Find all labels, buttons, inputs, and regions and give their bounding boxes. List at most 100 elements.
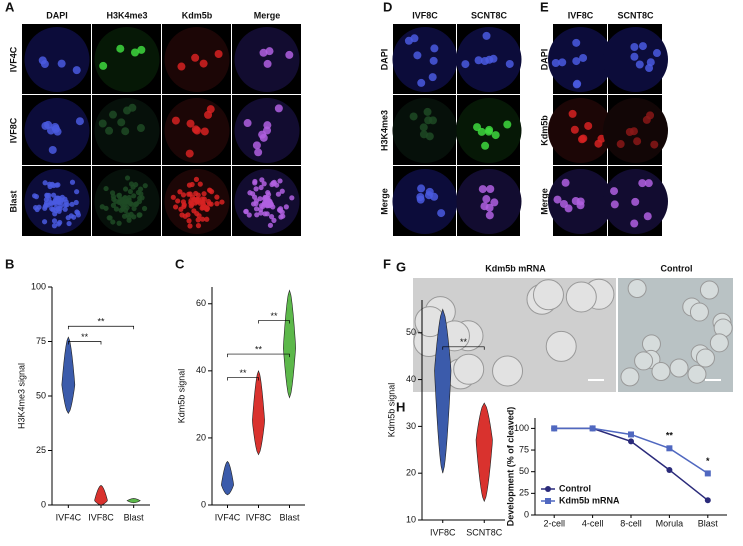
- nucleus: [113, 206, 119, 212]
- nucleus: [116, 44, 125, 53]
- y-tick-label: 0: [41, 499, 46, 509]
- y-tick-label: 0: [201, 499, 206, 509]
- nucleus: [57, 219, 63, 226]
- nucleus: [478, 185, 487, 194]
- nucleus: [258, 184, 264, 191]
- nucleus: [278, 214, 284, 220]
- nucleus: [559, 199, 568, 208]
- x-tick-label: SCNT8C: [466, 527, 503, 537]
- y-tick-label: 50: [36, 390, 46, 400]
- nucleus: [561, 178, 570, 187]
- embryo: [689, 302, 709, 322]
- marker: [551, 425, 558, 432]
- nucleus: [105, 126, 114, 135]
- nucleus: [264, 211, 270, 217]
- nucleus: [194, 210, 200, 217]
- embryo: [669, 358, 689, 378]
- nucleus: [69, 201, 75, 207]
- nucleus: [185, 212, 191, 218]
- nucleus: [185, 149, 194, 158]
- nucleus: [72, 66, 81, 75]
- embryo: [651, 362, 671, 382]
- y-tick-label: 75: [36, 336, 46, 346]
- nucleus: [74, 189, 80, 195]
- nucleus: [616, 140, 625, 149]
- row-label: IVF4C: [8, 46, 18, 72]
- y-tick-label: 50: [519, 466, 529, 476]
- nucleus: [187, 223, 193, 229]
- legend-marker: [545, 486, 551, 492]
- nucleus: [74, 209, 80, 215]
- nucleus: [122, 186, 129, 192]
- nucleus: [53, 208, 59, 214]
- significance-label: **: [666, 431, 674, 441]
- nucleus: [123, 106, 132, 115]
- nucleus: [425, 187, 434, 196]
- nucleus: [139, 195, 145, 201]
- nucleus: [252, 141, 261, 150]
- y-axis-label: Kdm5b signal: [386, 383, 396, 438]
- nucleus: [194, 198, 200, 204]
- nucleus: [424, 116, 433, 125]
- nucleus: [485, 55, 494, 64]
- nucleus: [263, 121, 272, 130]
- x-tick-label: Blast: [279, 512, 300, 522]
- nucleus: [417, 184, 426, 193]
- y-tick-label: 20: [196, 432, 206, 442]
- nucleus: [482, 31, 491, 40]
- nucleus: [481, 141, 490, 150]
- nucleus: [263, 59, 272, 68]
- nucleus: [48, 145, 57, 154]
- nucleus: [630, 219, 639, 228]
- significance-bracket: [258, 320, 290, 324]
- x-tick-label: IVF4C: [56, 512, 82, 522]
- nucleus: [289, 195, 295, 201]
- nucleus: [40, 60, 49, 69]
- embryo: [699, 280, 719, 300]
- nucleus: [208, 201, 214, 207]
- panel-letter: B: [5, 256, 14, 271]
- legend-label: Kdm5b mRNA: [559, 495, 620, 505]
- x-tick-label: 2-cell: [543, 518, 565, 528]
- nucleus: [200, 127, 209, 136]
- nucleus: [572, 80, 581, 89]
- nucleus: [110, 202, 117, 208]
- nucleus: [206, 187, 213, 193]
- nucleus: [214, 50, 223, 59]
- nucleus: [197, 181, 203, 187]
- y-tick-label: 30: [406, 421, 416, 431]
- nucleus: [271, 217, 277, 223]
- marker: [589, 425, 596, 432]
- nucleus: [474, 56, 483, 65]
- significance-label: **: [270, 311, 278, 321]
- violin: [475, 402, 493, 503]
- nucleus: [53, 127, 62, 136]
- y-axis-label: Development (% of cleaved): [505, 407, 515, 527]
- nucleus: [75, 117, 84, 126]
- nucleus: [103, 185, 109, 192]
- nucleus: [259, 177, 265, 183]
- nucleus: [625, 128, 634, 137]
- significance-label: **: [255, 344, 263, 354]
- nucleus: [199, 59, 208, 68]
- significance-bracket: [227, 377, 259, 381]
- y-axis-label: Kdm5b signal: [176, 369, 186, 424]
- nucleus: [71, 214, 77, 220]
- y-tick-label: 60: [196, 298, 206, 308]
- significance-label: **: [97, 317, 105, 327]
- violin: [94, 485, 108, 506]
- column-header: H3K4me3: [106, 10, 147, 20]
- nucleus: [285, 50, 294, 59]
- nucleus: [99, 61, 108, 70]
- nucleus: [243, 208, 249, 215]
- significance-label: **: [460, 337, 468, 347]
- nucleus: [200, 204, 206, 211]
- y-tick-label: 40: [406, 374, 416, 384]
- nucleus: [137, 45, 146, 54]
- nucleus: [652, 49, 661, 58]
- nucleus: [579, 134, 588, 143]
- nucleus: [416, 192, 425, 201]
- nucleus: [98, 119, 107, 128]
- nucleus: [51, 182, 57, 189]
